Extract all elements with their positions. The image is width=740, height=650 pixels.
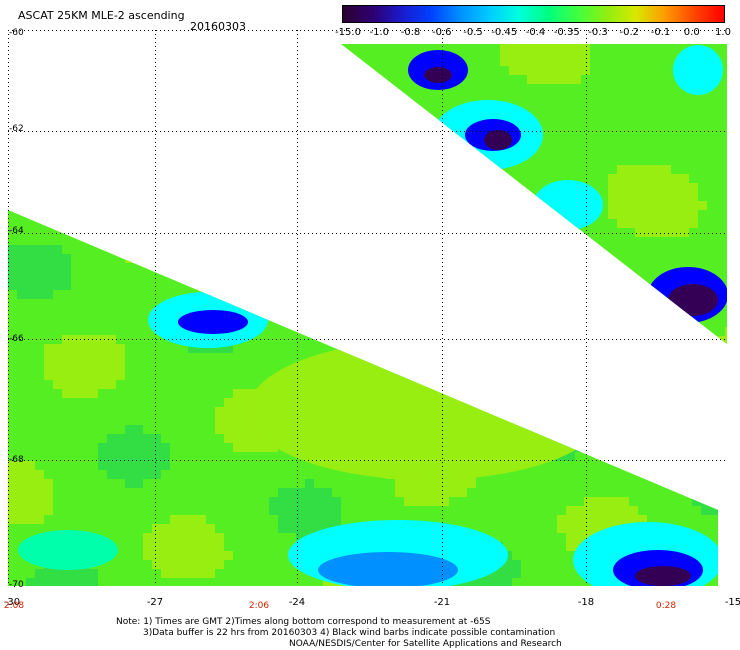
pass-time-label: 0:28 [655,601,677,611]
colorbar-tick: -0.1 [650,27,671,38]
pass-time-label: 2:08 [3,601,25,611]
colorbar-tick: 0.0 [683,27,700,38]
latitude-label: -70 [9,580,24,590]
colorbar-tick: -0.8 [400,27,421,38]
colorbar-tick: 1.0 [715,27,731,38]
lower-swath [8,210,718,586]
latitude-label: -64 [9,226,24,236]
latitude-label: -66 [9,334,24,344]
longitude-label: -15 [724,597,740,608]
longitude-label: -30 [3,597,21,608]
latitude-label: -60 [9,28,24,38]
colorbar-tick: -0.6 [431,27,452,38]
colorbar-tick: -0.35 [553,27,580,38]
pass-time-label: 2:06 [248,601,270,611]
note-line-2: 3)Data buffer is 22 hrs from 20160303 4)… [143,628,556,638]
swath-map [8,30,727,586]
longitude-label: -27 [146,597,164,608]
product-title: ASCAT 25KM MLE-2 ascending [18,9,185,22]
graticule [8,30,727,586]
colorbar-tick: -0.5 [463,27,483,38]
latitude-label: -62 [9,124,24,134]
upper-swath [341,44,727,355]
colorbar-tick: -15.0 [335,27,361,38]
colorbar-tick: -1.0 [369,27,390,38]
note-line-1: Note: 1) Times are GMT 2)Times along bot… [116,617,491,627]
colorbar-tick: -0.2 [619,27,640,38]
longitude-label: -21 [433,597,451,608]
colorbar [342,5,725,23]
colorbar-tick: -0.4 [525,27,546,38]
longitude-label: -24 [288,597,306,608]
longitude-label: -18 [577,597,595,608]
colorbar-tick: -0.3 [588,27,608,38]
latitude-label: -68 [9,455,24,465]
note-line-3: NOAA/NESDIS/Center for Satellite Applica… [289,639,562,649]
product-date: 20160303 [190,20,246,33]
colorbar-tick: -0.45 [491,27,518,38]
